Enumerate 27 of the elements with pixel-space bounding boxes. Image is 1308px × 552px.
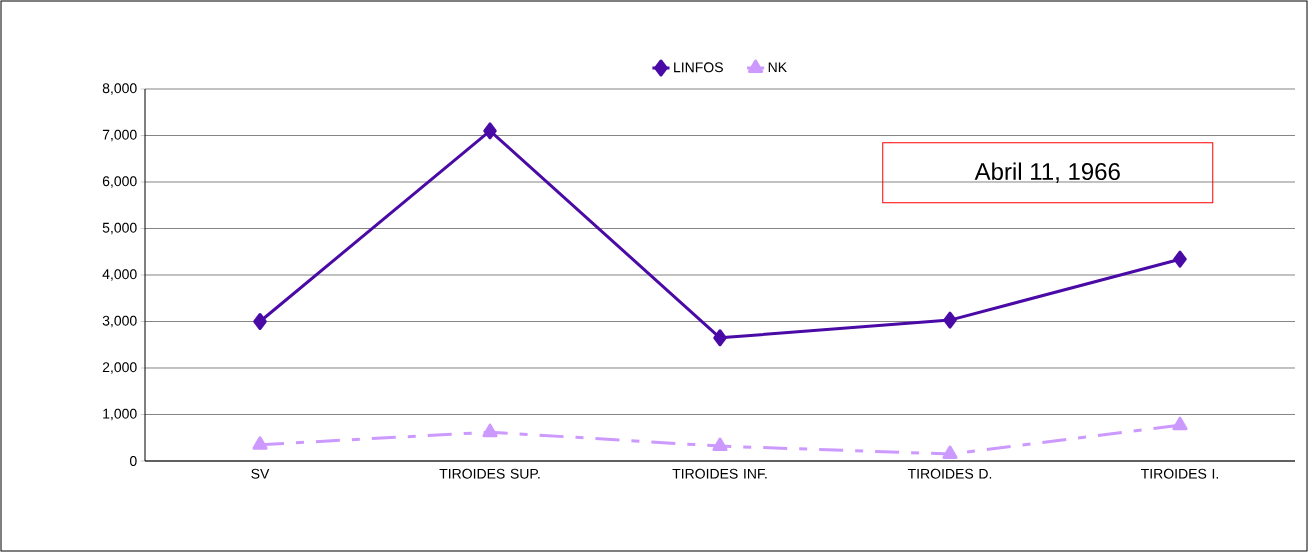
point bbox=[483, 122, 497, 140]
y-tick-label: 7,000 bbox=[102, 129, 137, 142]
annotation: Abril 11, 1966 bbox=[974, 162, 1120, 183]
point bbox=[1173, 250, 1187, 268]
point bbox=[712, 437, 728, 452]
point bbox=[713, 329, 727, 347]
y-tick-label: 6,000 bbox=[102, 176, 137, 188]
point bbox=[253, 313, 267, 330]
point bbox=[943, 311, 957, 329]
legend-label: LINFOS bbox=[674, 62, 723, 73]
y-tick-label: 1,000 bbox=[103, 408, 137, 421]
y-tick-label: 2,000 bbox=[102, 362, 137, 374]
point bbox=[1172, 416, 1188, 431]
x-tick-label: TIROIDES D. bbox=[907, 468, 992, 479]
point bbox=[482, 423, 498, 438]
point bbox=[942, 445, 958, 460]
y-tick-label: 3,000 bbox=[102, 315, 137, 328]
x-tick-label: TIROIDES I. bbox=[1141, 468, 1219, 479]
point bbox=[252, 436, 268, 450]
x-tick-label: TIROIDES SUP. bbox=[439, 468, 540, 479]
y-tick-label: 5,000 bbox=[102, 222, 137, 235]
legend-label: NK bbox=[768, 62, 787, 73]
y-tick-label: 4,000 bbox=[102, 269, 137, 281]
x-tick-label: TIROIDES INF. bbox=[672, 468, 767, 479]
x-tick-label: SV bbox=[251, 468, 270, 479]
y-tick-label: 8,000 bbox=[102, 83, 137, 95]
y-tick-label: 0 bbox=[129, 456, 137, 466]
